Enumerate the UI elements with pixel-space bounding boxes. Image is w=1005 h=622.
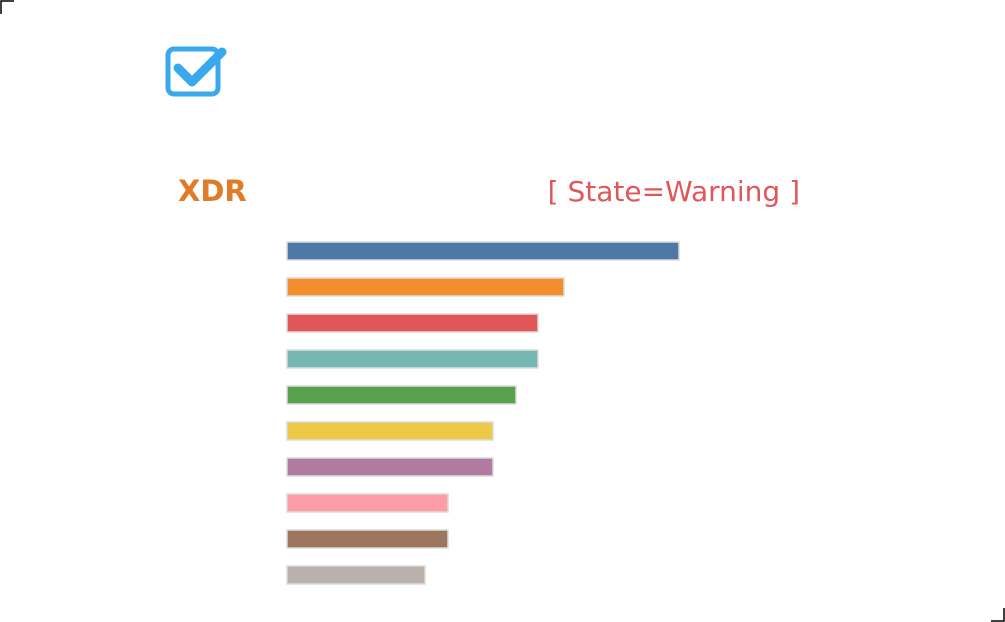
bar: [286, 565, 426, 585]
bar: [286, 529, 449, 549]
chart-title: XDR: [178, 174, 247, 208]
annotation: [ State=Warning ]: [548, 175, 800, 208]
bar: [286, 493, 449, 513]
bar: [286, 313, 539, 333]
bar: [286, 421, 494, 441]
corner-mark: [0, 0, 14, 14]
corner-mark: [991, 608, 1005, 622]
bar: [286, 241, 680, 261]
bar: [286, 457, 494, 477]
bar: [286, 349, 539, 369]
bar: [286, 277, 565, 297]
checkbox-icon[interactable]: [165, 46, 227, 97]
bar: [286, 385, 517, 405]
